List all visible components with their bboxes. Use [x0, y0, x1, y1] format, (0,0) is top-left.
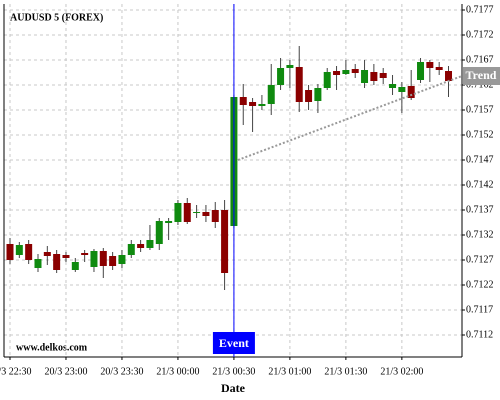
candle-body: [361, 70, 369, 83]
x-axis-label: Date: [221, 381, 246, 395]
y-tick-label: 0.7132: [466, 229, 494, 240]
y-tick-label: 0.7157: [466, 104, 494, 115]
candle-body: [183, 203, 191, 222]
y-tick-label: 0.7112: [466, 329, 493, 340]
candle-body: [445, 71, 453, 81]
chart-title: AUDUSD 5 (FOREX): [10, 12, 103, 23]
candle-body: [417, 62, 425, 80]
candle-body: [99, 251, 107, 266]
candle-body: [81, 253, 89, 255]
candle-body: [435, 67, 443, 70]
candle-body: [389, 84, 397, 88]
x-tick-label: 21/3 02:00: [380, 366, 423, 377]
y-tick-label: 0.7127: [466, 254, 494, 265]
candle-body: [398, 87, 406, 92]
candle-body: [333, 71, 341, 75]
candle-body: [351, 69, 359, 73]
candle-body: [379, 73, 387, 78]
y-tick-label: 0.7167: [466, 54, 494, 65]
x-tick-label: 21/3 01:00: [268, 366, 311, 377]
y-tick-label: 0.7137: [466, 204, 494, 215]
candle-body: [127, 244, 135, 255]
x-tick-label: 21/3 00:30: [212, 366, 255, 377]
candle-body: [34, 259, 42, 268]
candle-body: [165, 221, 173, 223]
candle-body: [146, 240, 154, 248]
event-box: [212, 332, 255, 354]
candle-body: [295, 67, 303, 102]
candle-body: [6, 244, 14, 260]
y-tick-label: 0.7177: [466, 4, 494, 15]
y-tick-label: 0.7152: [466, 129, 494, 140]
candle-body: [193, 212, 201, 213]
watermark: www.delkos.com: [16, 342, 88, 353]
candle-body: [25, 244, 33, 260]
candle-body: [15, 245, 23, 255]
candle-body: [267, 85, 275, 104]
candle-body: [286, 65, 294, 68]
trend-label: Trend: [466, 68, 497, 82]
y-tick-label: 0.7117: [466, 304, 493, 315]
candle-body: [71, 262, 79, 270]
y-tick-label: 0.7147: [466, 154, 494, 165]
x-tick-label: 21/3 00:00: [156, 366, 199, 377]
x-tick-label: 21/3 01:30: [324, 366, 367, 377]
candle-body: [43, 252, 51, 256]
x-tick-label: 20/3 22:30: [0, 366, 32, 377]
candle-body: [109, 256, 117, 266]
candle-body: [370, 72, 378, 81]
candle-body: [90, 251, 98, 267]
trend-box: [463, 67, 500, 85]
candle-body: [174, 203, 182, 222]
candle-body: [211, 210, 219, 222]
candle-body: [323, 72, 331, 88]
y-tick-label: 0.7172: [466, 29, 494, 40]
candle-body: [342, 70, 350, 74]
candle-body: [249, 102, 257, 106]
candle-body: [202, 212, 210, 216]
x-tick-label: 20/3 23:30: [100, 366, 143, 377]
candle-body: [155, 221, 163, 244]
candle-body: [426, 62, 434, 68]
candle-body: [137, 244, 145, 248]
candle-body: [239, 97, 247, 105]
y-tick-label: 0.7142: [466, 179, 494, 190]
candle-body: [314, 88, 322, 101]
candle-body: [221, 210, 229, 273]
candle-body: [258, 104, 266, 106]
y-tick-label: 0.7122: [466, 279, 494, 290]
event-label: Event: [219, 336, 249, 350]
candle-body: [277, 68, 285, 85]
candle-body: [62, 255, 70, 258]
candle-body: [53, 254, 61, 270]
candle-body: [118, 255, 126, 264]
candle-body: [407, 86, 415, 98]
candle-body: [305, 90, 313, 102]
x-tick-label: 20/3 23:00: [44, 366, 87, 377]
